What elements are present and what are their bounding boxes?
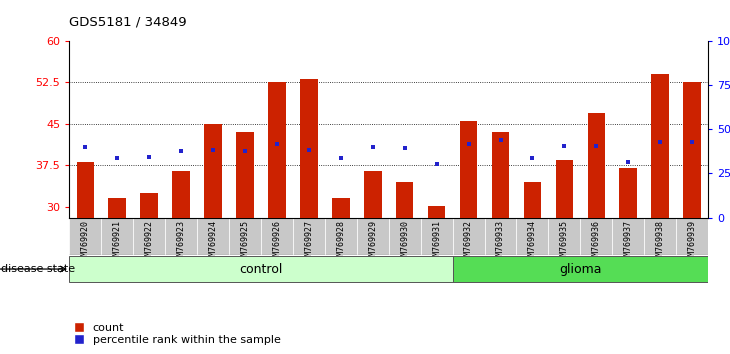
Bar [548,218,580,255]
Text: GSM769925: GSM769925 [240,219,250,264]
Text: GSM769931: GSM769931 [432,219,441,264]
Bar [517,218,548,255]
Bar [140,193,158,218]
Bar [204,124,222,218]
Bar [293,218,325,255]
Bar [492,132,510,218]
Bar [172,171,190,218]
Bar [556,160,573,218]
Bar [420,218,453,255]
Text: GSM769934: GSM769934 [528,219,537,264]
Text: GSM769922: GSM769922 [145,219,154,264]
Text: GSM769929: GSM769929 [368,219,377,264]
Bar [453,218,485,255]
Bar [165,218,197,255]
Legend: count, percentile rank within the sample: count, percentile rank within the sample [75,322,280,345]
Text: GSM769938: GSM769938 [656,219,665,264]
Text: GDS5181 / 34849: GDS5181 / 34849 [69,16,187,29]
Bar [460,121,477,218]
Text: control: control [239,263,283,275]
Bar [101,218,133,255]
Bar [612,218,645,255]
Bar [620,168,637,218]
Bar [651,74,669,218]
Bar [197,218,229,255]
Bar [300,79,318,218]
Bar [332,198,350,218]
Bar [325,218,357,255]
Bar [580,218,612,255]
Bar [676,218,708,255]
Bar [588,113,605,218]
Text: GSM769926: GSM769926 [272,219,282,264]
Text: disease state: disease state [1,264,75,274]
Text: GSM769921: GSM769921 [112,219,122,264]
Bar [453,256,708,282]
Text: GSM769939: GSM769939 [688,219,696,264]
Text: GSM769927: GSM769927 [304,219,313,264]
Text: GSM769923: GSM769923 [177,219,185,264]
Bar [683,82,701,218]
Text: GSM769930: GSM769930 [400,219,410,264]
Bar [69,218,101,255]
Text: GSM769932: GSM769932 [464,219,473,264]
Text: GSM769937: GSM769937 [623,219,633,264]
Text: GSM769928: GSM769928 [337,219,345,264]
Text: GSM769924: GSM769924 [209,219,218,264]
Bar [389,218,420,255]
Text: GSM769936: GSM769936 [592,219,601,264]
Bar [109,198,126,218]
Bar [268,82,285,218]
Bar [237,132,254,218]
Bar [357,218,389,255]
Bar [229,218,261,255]
Bar [428,206,445,218]
Bar [69,256,453,282]
Text: glioma: glioma [559,263,602,275]
Bar [645,218,676,255]
Bar [523,182,541,218]
Text: GSM769935: GSM769935 [560,219,569,264]
Bar [77,162,94,218]
Bar [396,182,413,218]
Bar [485,218,517,255]
Text: GSM769933: GSM769933 [496,219,505,264]
Text: GSM769920: GSM769920 [81,219,90,264]
Bar [133,218,165,255]
Bar [261,218,293,255]
Bar [364,171,382,218]
